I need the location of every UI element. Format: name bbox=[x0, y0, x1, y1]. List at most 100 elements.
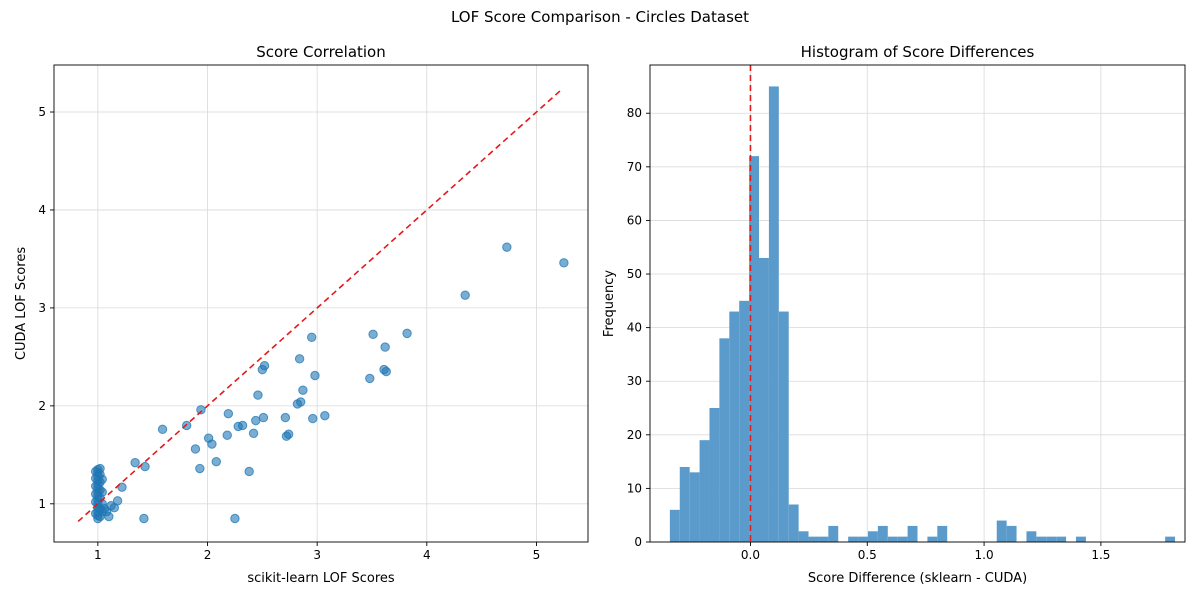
x-tick-label: 1 bbox=[94, 548, 102, 562]
histogram-bar bbox=[778, 311, 789, 542]
histogram-bar bbox=[877, 525, 888, 542]
scatter-point bbox=[139, 513, 149, 524]
y-tick-label: 1 bbox=[38, 497, 46, 511]
scatter-point bbox=[211, 456, 221, 467]
y-tick-label: 0 bbox=[634, 535, 642, 549]
histogram-bar bbox=[1036, 536, 1047, 542]
histogram-bar bbox=[768, 86, 779, 542]
scatter-point bbox=[294, 354, 305, 364]
y-tick-label: 5 bbox=[38, 105, 46, 119]
histogram-bar bbox=[1165, 536, 1176, 542]
y-axis-label: CUDA LOF Scores bbox=[14, 247, 29, 360]
scatter-point bbox=[95, 463, 105, 474]
histogram-bar bbox=[907, 525, 918, 542]
x-tick-label: 2 bbox=[204, 548, 212, 562]
x-tick-label: 1.5 bbox=[1091, 548, 1110, 562]
x-tick-label: 3 bbox=[313, 548, 321, 562]
histogram-bar bbox=[867, 531, 878, 542]
y-tick-label: 20 bbox=[627, 428, 642, 442]
y-tick-label: 70 bbox=[627, 160, 642, 174]
scatter-point bbox=[230, 513, 240, 524]
x-tick-label: 1.0 bbox=[975, 548, 994, 562]
scatter-point bbox=[244, 466, 254, 477]
reference-line bbox=[77, 87, 564, 523]
plot-frame bbox=[649, 64, 1186, 543]
histogram-bar bbox=[689, 472, 700, 542]
scatter-point bbox=[502, 242, 512, 252]
histogram-bar bbox=[739, 300, 750, 542]
histogram-bar bbox=[818, 536, 829, 542]
histogram-bar bbox=[828, 525, 839, 542]
scatter-point bbox=[207, 439, 217, 449]
x-tick-label: 0.5 bbox=[858, 548, 877, 562]
figure-title: LOF Score Comparison - Circles Dataset bbox=[450, 8, 749, 26]
scatter-point bbox=[283, 429, 294, 439]
scatter-point bbox=[280, 412, 291, 423]
histogram-bar bbox=[788, 504, 799, 542]
histogram-bar bbox=[1006, 525, 1017, 542]
scatter-point bbox=[112, 496, 123, 506]
chart-title: Score Correlation bbox=[256, 43, 386, 61]
scatter-point bbox=[310, 370, 320, 381]
scatter-point bbox=[248, 428, 259, 438]
scatter-point bbox=[320, 410, 330, 421]
scatter-point bbox=[368, 329, 378, 340]
scatter-point bbox=[258, 412, 269, 423]
histogram-bar bbox=[719, 338, 730, 542]
scatter-point bbox=[251, 415, 261, 426]
histogram-bar bbox=[1075, 536, 1086, 542]
y-tick-label: 50 bbox=[627, 267, 642, 281]
scatter-point bbox=[97, 474, 107, 485]
histogram-bar bbox=[858, 536, 868, 542]
histogram-bar bbox=[848, 536, 859, 542]
histogram-bar bbox=[729, 311, 740, 542]
scatter-point bbox=[190, 444, 201, 454]
x-tick-label: 0.0 bbox=[741, 548, 760, 562]
histogram-bar bbox=[1056, 536, 1067, 542]
y-tick-label: 3 bbox=[38, 301, 46, 315]
scatter-chart: 1 2 3 4 5 1 2 3 4 5 Score Correlation scikit-learn … bbox=[14, 43, 589, 586]
x-tick-label: 4 bbox=[423, 548, 431, 562]
scatter-point bbox=[130, 457, 140, 468]
scatter-point bbox=[222, 430, 232, 440]
y-tick-label: 30 bbox=[627, 374, 642, 388]
x-axis-label: Score Difference (sklearn - CUDA) bbox=[808, 571, 1027, 586]
histogram-bar bbox=[996, 520, 1007, 542]
histogram-bar bbox=[699, 440, 710, 542]
histogram-bar bbox=[927, 536, 938, 542]
y-axis-label: Frequency bbox=[602, 270, 617, 337]
scatter-point bbox=[104, 511, 114, 522]
scatter-point bbox=[298, 385, 308, 395]
scatter-point bbox=[223, 408, 234, 419]
histogram-bar bbox=[669, 509, 680, 542]
scatter-point bbox=[157, 424, 168, 435]
histogram-bar bbox=[887, 536, 898, 542]
x-tick-label: 5 bbox=[533, 548, 541, 562]
y-tick-label: 40 bbox=[627, 321, 642, 335]
y-tick-label: 2 bbox=[38, 399, 46, 413]
scatter-point bbox=[460, 290, 470, 300]
y-tick-label: 10 bbox=[627, 481, 642, 495]
scatter-point bbox=[306, 332, 317, 342]
scatter-point bbox=[380, 342, 390, 352]
scatter-point bbox=[140, 461, 150, 472]
scatter-point bbox=[237, 420, 248, 431]
scatter-point bbox=[259, 360, 270, 371]
histogram-bar bbox=[808, 536, 819, 542]
scatter-point bbox=[195, 463, 205, 474]
plot-frame bbox=[53, 64, 589, 543]
scatter-point bbox=[308, 413, 318, 424]
scatter-point bbox=[559, 258, 569, 268]
histogram-bar bbox=[759, 257, 769, 542]
scatter-point bbox=[97, 487, 107, 497]
scatter-point bbox=[253, 390, 263, 400]
x-axis-label: scikit-learn LOF Scores bbox=[247, 571, 395, 586]
histogram-bar bbox=[709, 408, 720, 542]
histogram-bar bbox=[1026, 531, 1037, 542]
chart-title: Histogram of Score Differences bbox=[801, 43, 1035, 61]
histogram-bar bbox=[897, 536, 908, 542]
histogram-chart: 0.0 0.5 1.0 1.5 0 10 20 30 40 50 60 70 80 Histogram o… bbox=[602, 43, 1186, 586]
y-tick-label: 80 bbox=[627, 106, 642, 120]
histogram-bar bbox=[1046, 536, 1057, 542]
scatter-point bbox=[381, 366, 391, 377]
